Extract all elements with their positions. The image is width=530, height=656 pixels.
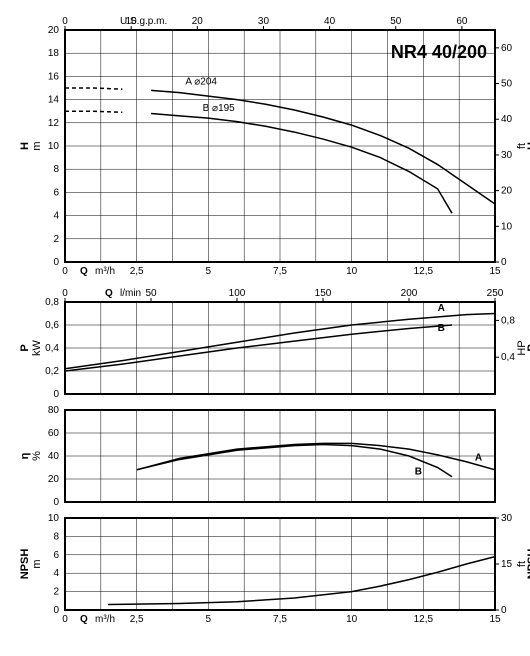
- svg-text:30: 30: [258, 16, 270, 27]
- svg-text:2: 2: [53, 587, 59, 598]
- pump-curve-chart: 02468101214161820Hm0102030405060Hft01020…: [10, 10, 530, 646]
- svg-text:HP: HP: [516, 340, 528, 355]
- svg-text:H: H: [19, 142, 31, 150]
- svg-text:250: 250: [487, 288, 504, 299]
- curve-tag-B: B: [415, 466, 422, 477]
- svg-text:12,5: 12,5: [414, 614, 434, 625]
- curve-tag-A: A: [475, 453, 482, 464]
- curve-tag-B: B: [438, 323, 445, 334]
- curve-A-dash: [65, 88, 122, 89]
- svg-text:60: 60: [48, 428, 60, 439]
- svg-text:10: 10: [48, 141, 60, 152]
- svg-text:4: 4: [53, 211, 59, 222]
- svg-text:m: m: [31, 559, 43, 568]
- svg-text:Q: Q: [80, 266, 88, 277]
- svg-text:60: 60: [501, 43, 513, 54]
- svg-text:2,5: 2,5: [130, 614, 144, 625]
- svg-text:m³/h: m³/h: [95, 266, 115, 277]
- svg-text:Q: Q: [105, 288, 113, 299]
- svg-text:50: 50: [501, 79, 513, 90]
- svg-text:15: 15: [489, 614, 501, 625]
- svg-text:5: 5: [206, 614, 212, 625]
- svg-text:m³/h: m³/h: [95, 614, 115, 625]
- svg-text:0: 0: [53, 389, 59, 400]
- svg-text:0,6: 0,6: [45, 320, 59, 331]
- svg-text:15: 15: [489, 266, 501, 277]
- curve-tag-A: A: [438, 303, 445, 314]
- svg-text:0,4: 0,4: [501, 352, 515, 363]
- svg-text:7,5: 7,5: [273, 266, 287, 277]
- svg-text:100: 100: [229, 288, 246, 299]
- svg-text:10: 10: [346, 266, 358, 277]
- svg-text:8: 8: [53, 531, 59, 542]
- svg-text:10: 10: [346, 614, 358, 625]
- svg-text:40: 40: [48, 451, 60, 462]
- svg-text:0: 0: [53, 605, 59, 616]
- svg-text:2: 2: [53, 234, 59, 245]
- svg-text:150: 150: [315, 288, 332, 299]
- svg-text:0: 0: [53, 257, 59, 268]
- svg-text:15: 15: [501, 559, 513, 570]
- svg-text:8: 8: [53, 164, 59, 175]
- svg-text:12: 12: [48, 118, 60, 129]
- svg-text:200: 200: [401, 288, 418, 299]
- svg-text:l/min: l/min: [120, 288, 141, 299]
- svg-text:30: 30: [501, 513, 513, 524]
- curve-npsh: [108, 557, 495, 605]
- svg-text:20: 20: [48, 474, 60, 485]
- svg-text:U.S.g.p.m.: U.S.g.p.m.: [120, 16, 167, 27]
- svg-text:40: 40: [501, 114, 513, 125]
- svg-text:0: 0: [62, 614, 68, 625]
- svg-text:0: 0: [62, 288, 68, 299]
- svg-text:ft: ft: [516, 561, 528, 567]
- curve-B: [151, 114, 452, 214]
- svg-text:80: 80: [48, 405, 60, 416]
- svg-text:0: 0: [62, 16, 68, 27]
- svg-text:0,2: 0,2: [45, 366, 59, 377]
- svg-text:10: 10: [48, 513, 60, 524]
- svg-text:Q: Q: [80, 614, 88, 625]
- curve-B-dash: [65, 111, 122, 112]
- svg-text:5: 5: [206, 266, 212, 277]
- svg-text:0: 0: [53, 497, 59, 508]
- svg-text:0: 0: [501, 605, 507, 616]
- svg-text:6: 6: [53, 550, 59, 561]
- svg-text:P: P: [19, 344, 31, 351]
- svg-text:0,8: 0,8: [45, 297, 59, 308]
- svg-text:50: 50: [390, 16, 402, 27]
- svg-text:0: 0: [501, 257, 507, 268]
- svg-text:4: 4: [53, 568, 59, 579]
- svg-text:60: 60: [456, 16, 468, 27]
- svg-text:ft: ft: [516, 143, 528, 149]
- svg-text:NPSH: NPSH: [19, 549, 31, 580]
- svg-text:12,5: 12,5: [414, 266, 434, 277]
- svg-text:30: 30: [501, 150, 513, 161]
- svg-text:20: 20: [48, 25, 60, 36]
- svg-text:6: 6: [53, 187, 59, 198]
- svg-text:2,5: 2,5: [130, 266, 144, 277]
- svg-text:kW: kW: [31, 339, 43, 356]
- curve-label-B: B ⌀195: [203, 103, 236, 114]
- svg-text:7,5: 7,5: [273, 614, 287, 625]
- svg-text:0,8: 0,8: [501, 315, 515, 326]
- svg-text:η: η: [19, 452, 31, 459]
- svg-text:20: 20: [192, 16, 204, 27]
- chart-title: NR4 40/200: [391, 42, 487, 62]
- svg-text:0,4: 0,4: [45, 343, 59, 354]
- svg-text:14: 14: [48, 95, 60, 106]
- svg-text:40: 40: [324, 16, 336, 27]
- svg-text:20: 20: [501, 186, 513, 197]
- svg-text:10: 10: [501, 221, 513, 232]
- curve-label-A: A ⌀204: [185, 77, 217, 88]
- svg-text:0: 0: [62, 266, 68, 277]
- svg-text:18: 18: [48, 48, 60, 59]
- svg-text:%: %: [31, 451, 43, 461]
- svg-text:50: 50: [145, 288, 157, 299]
- svg-text:m: m: [31, 141, 43, 150]
- svg-text:16: 16: [48, 71, 60, 82]
